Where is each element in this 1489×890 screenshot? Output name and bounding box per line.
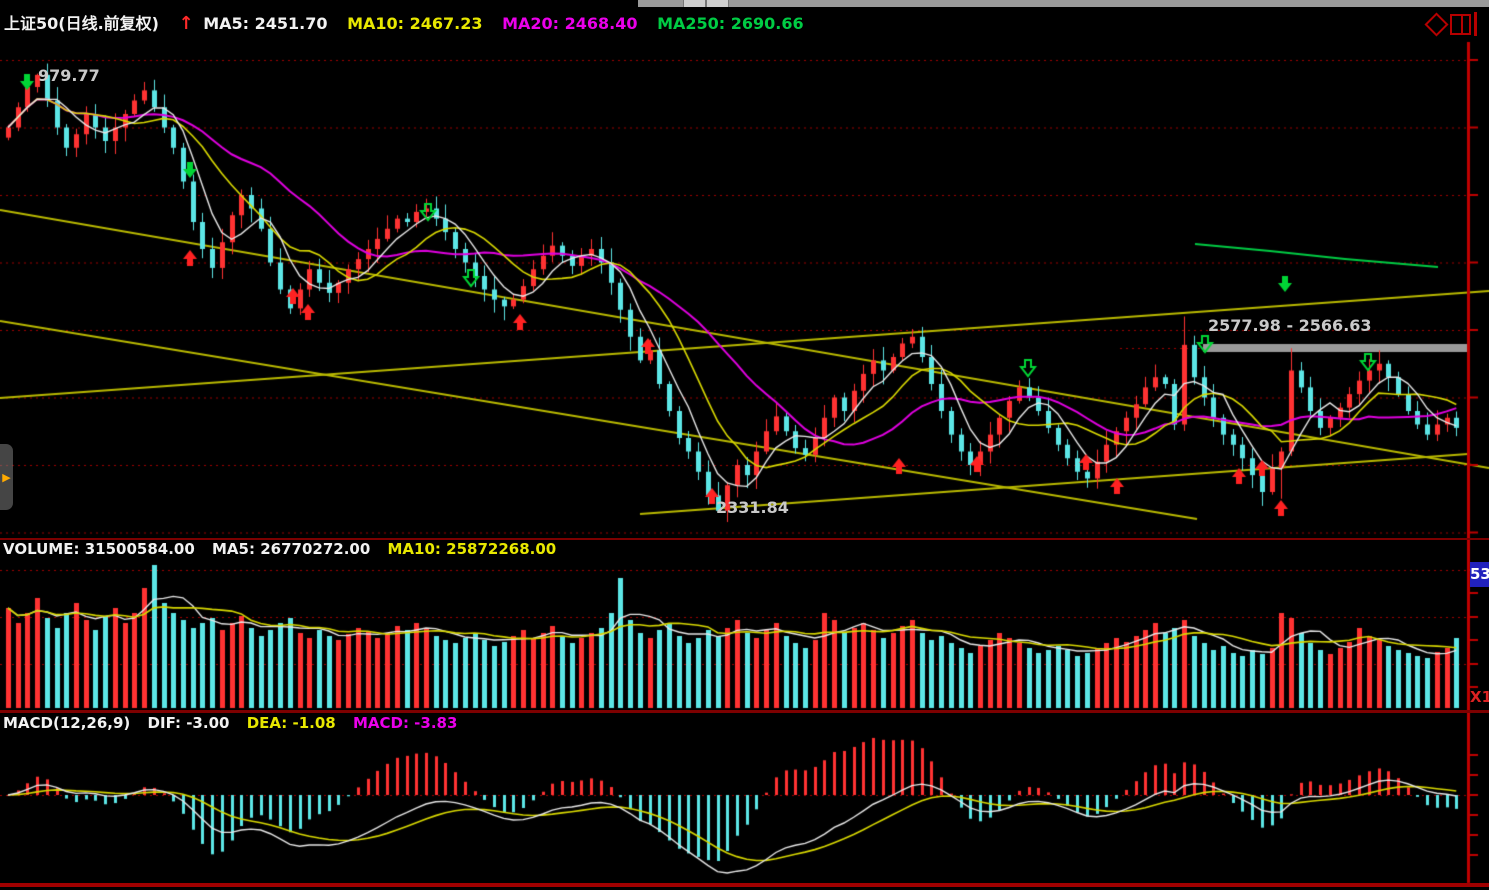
expander-arrow-icon: ▶: [2, 470, 11, 484]
volume-scale-badge: 53: [1470, 562, 1489, 587]
bottom-border: [0, 883, 1489, 887]
main-chart-header: 上证50(日线.前复权) ↑ MA5: 2451.70 MA10: 2467.2…: [4, 10, 818, 36]
ma10-value: MA10: 2467.23: [347, 14, 483, 33]
sidebar-expander[interactable]: ▶: [0, 444, 13, 510]
macd-params: MACD(12,26,9): [3, 714, 131, 732]
panel-separator: [0, 710, 1489, 713]
volume-ma10-value: MA10: 25872268.00: [387, 540, 557, 558]
dif-value: DIF: -3.00: [147, 714, 230, 732]
ma20-value: MA20: 2468.40: [502, 14, 638, 33]
annotation-high-price: 979.77: [38, 66, 100, 85]
macd-value: MACD: -3.83: [352, 714, 458, 732]
annotation-gap-range: 2577.98 - 2566.63: [1208, 316, 1372, 335]
window-split-icon[interactable]: [1450, 14, 1471, 35]
ma250-value: MA250: 2690.66: [657, 14, 804, 33]
top-scrollbar[interactable]: [638, 0, 1489, 7]
volume-value: VOLUME: 31500584.00: [3, 540, 195, 558]
volume-multiplier-label: X1: [1470, 688, 1489, 706]
panel-separator: [0, 538, 1489, 540]
trend-up-arrow-icon: ↑: [178, 13, 194, 34]
ma5-value: MA5: 2451.70: [203, 14, 328, 33]
scrollbar-tab[interactable]: [683, 0, 706, 7]
macd-header: MACD(12,26,9) DIF: -3.00 DEA: -1.08 MACD…: [3, 714, 469, 732]
volume-header: VOLUME: 31500584.00 MA5: 26770272.00 MA1…: [3, 540, 568, 558]
scrollbar-tab[interactable]: [706, 0, 729, 7]
panel-edge-marker: [1474, 12, 1477, 36]
annotation-low-price: 2331.84: [716, 498, 789, 517]
volume-ma5-value: MA5: 26770272.00: [212, 540, 371, 558]
dea-value: DEA: -1.08: [246, 714, 336, 732]
chart-title: 上证50(日线.前复权): [4, 14, 159, 33]
